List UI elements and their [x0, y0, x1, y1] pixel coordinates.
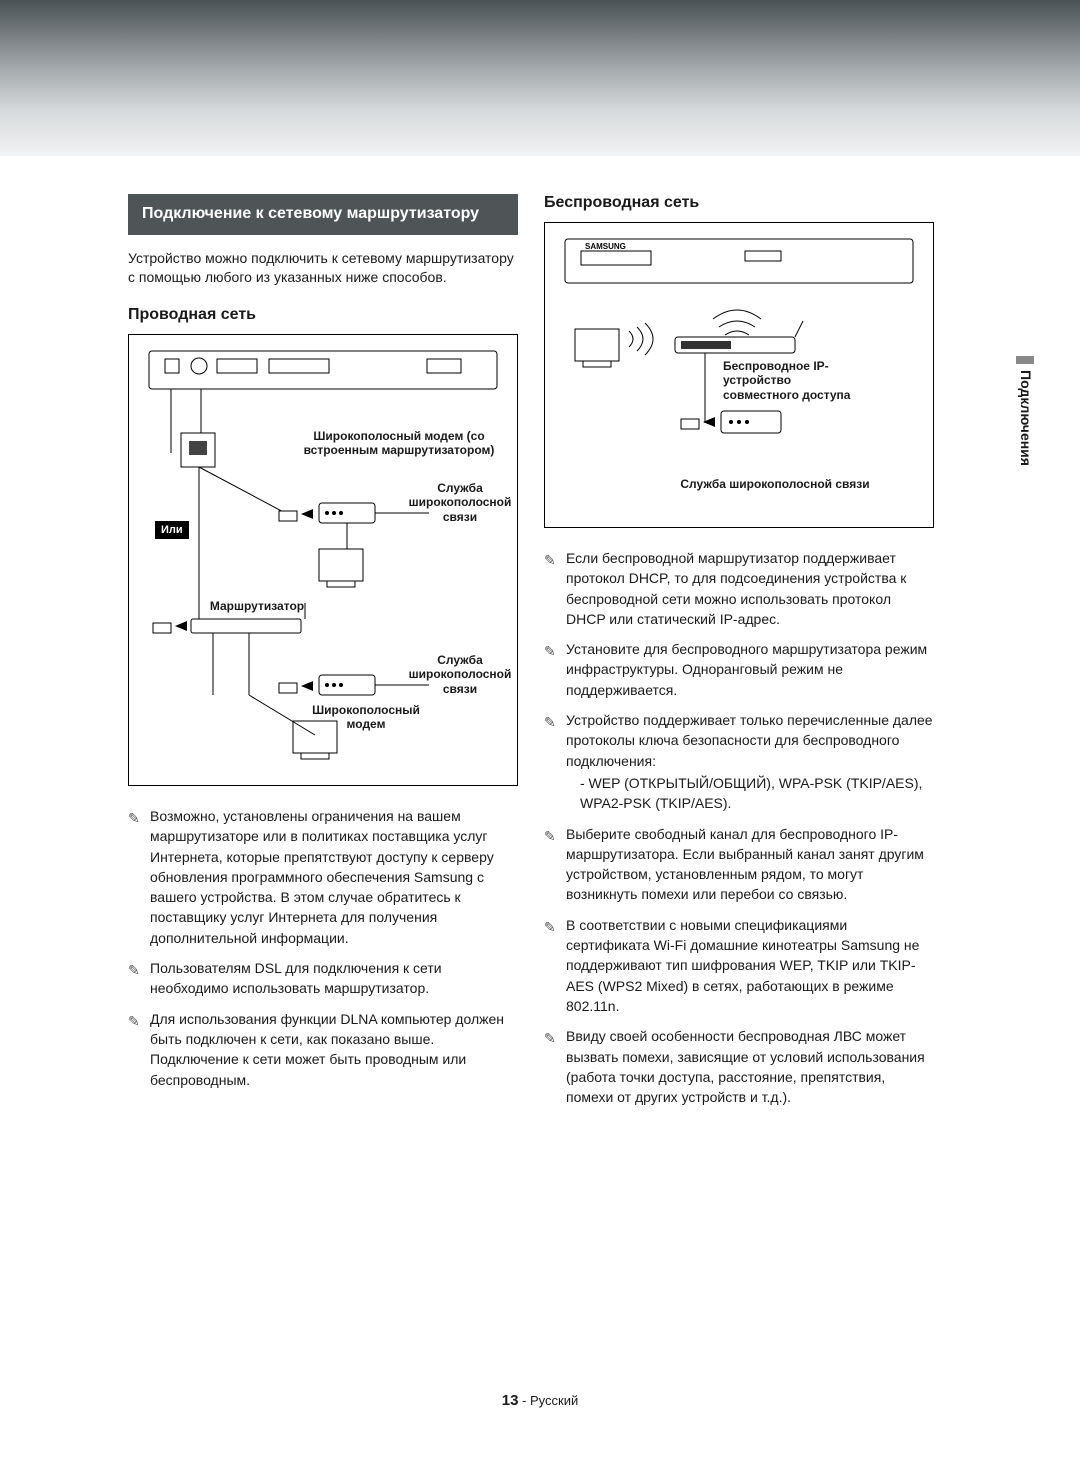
diagram-label-or: Или — [155, 521, 189, 539]
diagram-label-modem-combo: Широкополосный модем (со встроенным марш… — [289, 429, 509, 458]
pencil-icon: ✎ — [544, 639, 566, 661]
wired-diagram: Широкополосный модем (со встроенным марш… — [128, 334, 518, 786]
pencil-icon: ✎ — [544, 915, 566, 937]
note-maintext: Устройство поддерживает только перечисле… — [566, 712, 933, 769]
wireless-diagram: SAMSUNG — [544, 222, 934, 528]
note-text: Устройство поддерживает только перечисле… — [566, 710, 934, 813]
note-subtext: - WEP (ОТКРЫТЫЙ/ОБЩИЙ), WPA-PSK (TKIP/AE… — [580, 773, 934, 814]
note-text: Установите для беспроводного маршрутизат… — [566, 639, 934, 700]
wireless-heading: Беспроводная сеть — [544, 194, 934, 212]
header-gradient — [0, 0, 1080, 156]
wired-notes: ✎Возможно, установлены ограничения на ва… — [128, 806, 518, 1090]
page-body: Подключение к сетевому маршрутизатору Ус… — [0, 156, 1080, 1117]
note-item: ✎Выберите свободный канал для беспроводн… — [544, 824, 934, 905]
note-item: ✎В соответствии с новыми спецификациями … — [544, 915, 934, 1016]
diagram-label-router: Маршрутизатор — [197, 599, 317, 613]
note-text: Если беспроводной маршрутизатор поддержи… — [566, 548, 934, 629]
note-item: ✎Пользователям DSL для подключения к сет… — [128, 958, 518, 999]
page-language-text: Русский — [530, 1393, 578, 1408]
side-tab-marker — [1016, 356, 1034, 364]
pencil-icon: ✎ — [128, 958, 150, 980]
note-item: ✎Устройство поддерживает только перечисл… — [544, 710, 934, 813]
diagram-label-service: Служба широкополосной связи — [675, 477, 875, 491]
pencil-icon: ✎ — [544, 710, 566, 732]
diagram-label-ap: Беспроводное IP-устройство совместного д… — [723, 359, 863, 402]
pencil-icon: ✎ — [544, 548, 566, 570]
page-number: 13 — [502, 1392, 519, 1409]
note-text: Ввиду своей особенности беспроводная ЛВС… — [566, 1026, 934, 1107]
svg-text:SAMSUNG: SAMSUNG — [585, 242, 626, 251]
diagram-label-modem: Широкополосный модем — [301, 703, 431, 732]
page-language: - — [522, 1393, 530, 1408]
section-intro: Устройство можно подключить к сетевому м… — [128, 249, 518, 288]
note-item: ✎Для использования функции DLNA компьюте… — [128, 1009, 518, 1090]
diagram-label-service1: Служба широкополосной связи — [405, 481, 515, 524]
note-text: Выберите свободный канал для беспроводно… — [566, 824, 934, 905]
note-item: ✎Возможно, установлены ограничения на ва… — [128, 806, 518, 948]
left-column: Подключение к сетевому маршрутизатору Ус… — [128, 194, 518, 1117]
pencil-icon: ✎ — [128, 1009, 150, 1031]
note-item: ✎Ввиду своей особенности беспроводная ЛВ… — [544, 1026, 934, 1107]
wired-heading: Проводная сеть — [128, 306, 518, 324]
page-footer: 13 - Русский — [0, 1392, 1080, 1409]
section-title: Подключение к сетевому маршрутизатору — [128, 194, 518, 235]
note-text: Возможно, установлены ограничения на ваш… — [150, 806, 518, 948]
side-tab-label: Подключения — [1018, 370, 1034, 466]
diagram-label-service2: Служба широкополосной связи — [405, 653, 515, 696]
note-item: ✎Если беспроводной маршрутизатор поддерж… — [544, 548, 934, 629]
wireless-notes: ✎Если беспроводной маршрутизатор поддерж… — [544, 548, 934, 1107]
pencil-icon: ✎ — [128, 806, 150, 828]
right-column: Беспроводная сеть SAMSUNG — [544, 194, 934, 1117]
note-text: Для использования функции DLNA компьютер… — [150, 1009, 518, 1090]
pencil-icon: ✎ — [544, 1026, 566, 1048]
note-text: В соответствии с новыми спецификациями с… — [566, 915, 934, 1016]
note-item: ✎Установите для беспроводного маршрутиза… — [544, 639, 934, 700]
pencil-icon: ✎ — [544, 824, 566, 846]
note-text: Пользователям DSL для подключения к сети… — [150, 958, 518, 999]
